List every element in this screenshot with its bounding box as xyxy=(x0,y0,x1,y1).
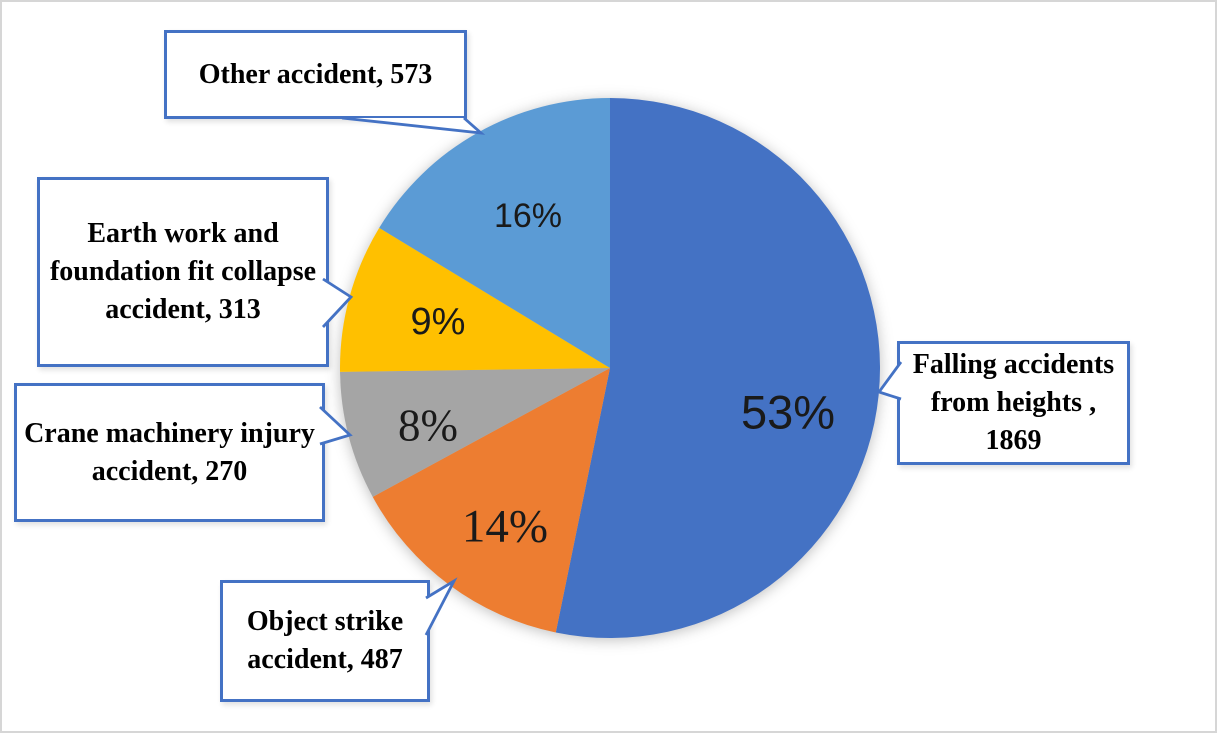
pie-slice-falling-accidents-from-heights[interactable] xyxy=(555,98,881,639)
callout-falling-accidents-label: Falling accidents from heights , 1869 xyxy=(912,349,1115,456)
pie-slice-other-accident[interactable] xyxy=(379,98,610,368)
callout-other-accident-label: Other accident, 573 xyxy=(198,58,433,90)
data-label-object-strike-pct: 14% xyxy=(461,500,549,553)
pie-slice-earth-work-foundation-collapse-accident[interactable] xyxy=(340,227,610,372)
callout-crane-machinery[interactable]: Crane machinery injury accident, 270 xyxy=(14,383,325,522)
pie-slice-object-strike-accident[interactable] xyxy=(372,368,610,633)
callout-other-accident[interactable]: Other accident, 573 xyxy=(164,30,467,119)
callout-earth-work-collapse-label: Earth work and foundation fit collapse a… xyxy=(49,218,317,325)
data-label-other-pct: 16% xyxy=(493,197,563,235)
data-label-crane-pct: 8% xyxy=(398,400,458,451)
pie-slice-crane-machinery-injury-accident[interactable] xyxy=(340,368,610,497)
callout-object-strike[interactable]: Object strike accident, 487 xyxy=(220,580,430,702)
callout-crane-machinery-label: Crane machinery injury accident, 270 xyxy=(24,417,315,487)
callout-earth-work-collapse[interactable]: Earth work and foundation fit collapse a… xyxy=(37,177,329,367)
callout-falling-accidents[interactable]: Falling accidents from heights , 1869 xyxy=(897,341,1130,465)
callout-object-strike-label: Object strike accident, 487 xyxy=(246,606,404,675)
data-label-earth-work-pct: 9% xyxy=(410,301,466,343)
data-label-falling-pct: 53% xyxy=(740,385,836,439)
